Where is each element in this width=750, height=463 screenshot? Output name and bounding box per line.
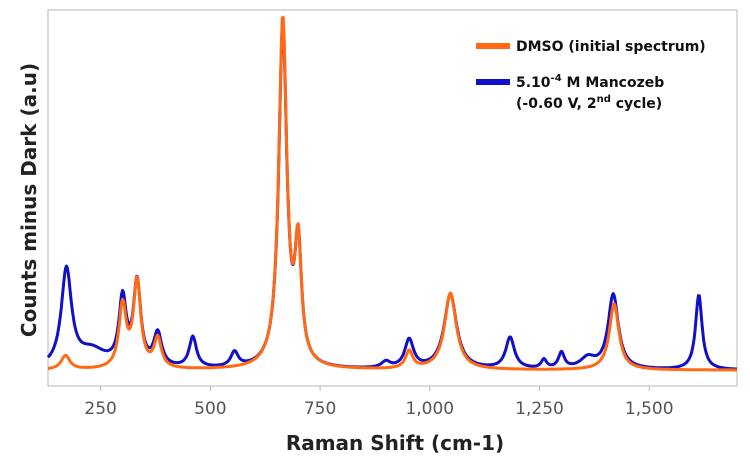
series-line-dmso	[47, 15, 738, 372]
x-tick-label: 1,250	[515, 399, 564, 419]
x-axis-title: Raman Shift (cm-1)	[286, 431, 504, 455]
x-axis-ticks: 250 500 750 1,000 1,250 1,500	[84, 386, 674, 419]
x-tick-label: 1,000	[405, 399, 454, 419]
plot-frame	[47, 9, 738, 387]
series-group	[46, 15, 738, 372]
legend: DMSO (initial spectrum) 5.10-4 M Mancoze…	[476, 39, 706, 112]
legend-label-dmso: DMSO (initial spectrum)	[516, 39, 706, 55]
x-tick-label: 1,500	[625, 399, 674, 419]
legend-label-mancozeb-line2: (-0.60 V, 2nd cycle)	[516, 94, 662, 112]
legend-label-mancozeb-line1: 5.10-4 M Mancozeb	[516, 73, 664, 91]
y-axis-title: Counts minus Dark (a.u)	[17, 63, 41, 337]
x-tick-label: 250	[84, 399, 116, 419]
x-tick-label: 750	[304, 399, 336, 419]
x-tick-label: 500	[194, 399, 226, 419]
